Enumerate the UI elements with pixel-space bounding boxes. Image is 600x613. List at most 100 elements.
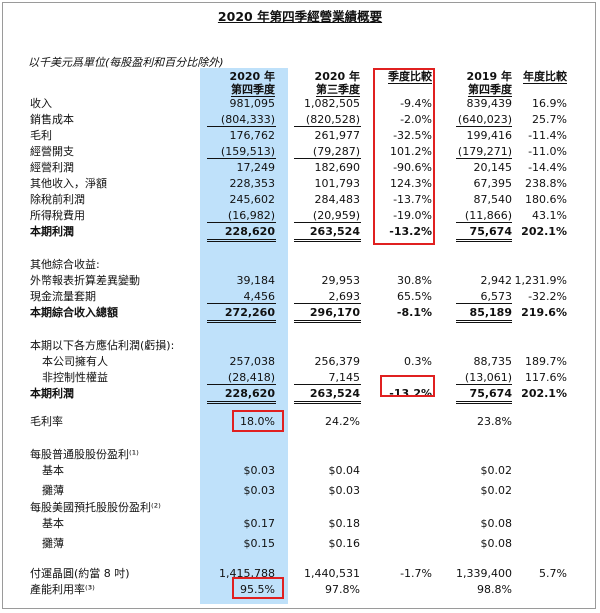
row-value-c2: $0.03 bbox=[328, 484, 361, 497]
table-row: 攤薄 $0.15 $0.16 $0.08 bbox=[0, 536, 600, 551]
row-value-c4: 20,145 bbox=[473, 161, 513, 174]
row-value-c4: 1,339,400 bbox=[456, 567, 512, 580]
qoq-comparison-highlight-box bbox=[373, 68, 435, 245]
row-value-c2: 256,379 bbox=[314, 355, 361, 368]
row-value-c4: 98.8% bbox=[477, 583, 512, 596]
row-label: 經營開支 bbox=[30, 145, 74, 158]
header-2019-q4-line2: 第四季度 bbox=[468, 83, 512, 97]
row-value-c2: (79,287) bbox=[312, 145, 360, 158]
row-value-c2: $0.16 bbox=[328, 537, 361, 550]
row-value-c4: 88,735 bbox=[473, 355, 513, 368]
underline-rule bbox=[294, 222, 361, 223]
row-value-c3: -32.5% bbox=[393, 129, 432, 142]
row-label: 攤薄 bbox=[42, 537, 64, 550]
row-value-c4: 23.8% bbox=[477, 415, 512, 428]
row-value-c1: (16,982) bbox=[227, 209, 275, 222]
underline-rule bbox=[294, 303, 361, 304]
table-row: 收入 981,095 1,082,505 -9.4% 839,439 16.9% bbox=[0, 96, 600, 111]
row-label: 產能利用率⁽³⁾ bbox=[30, 583, 95, 596]
header-2020-q3-line2: 第三季度 bbox=[316, 83, 360, 97]
table-row: 非控制性權益 (28,418) 7,145 (13,061) 117.6% bbox=[0, 370, 600, 385]
header-2020-q3-line1: 2020 年 bbox=[314, 70, 360, 83]
table-row: 本期利潤 228,620 263,524 -13.2% 75,674 202.1% bbox=[0, 386, 600, 401]
row-value-c2: 296,170 bbox=[309, 306, 360, 319]
gross-margin-highlight-box bbox=[232, 410, 284, 432]
row-value-c4: 87,540 bbox=[473, 193, 513, 206]
row-label: 收入 bbox=[30, 97, 52, 110]
underline-rule bbox=[294, 403, 361, 404]
row-value-c3: -2.0% bbox=[400, 113, 432, 126]
underline-rule bbox=[207, 384, 276, 385]
row-value-c2: 101,793 bbox=[314, 177, 361, 190]
row-value-c2: 1,082,505 bbox=[304, 97, 360, 110]
header-2020-q4: 2020 年 第四季度 bbox=[230, 70, 275, 97]
table-row: 毛利 176,762 261,977 -32.5% 199,416 -11.4% bbox=[0, 128, 600, 143]
row-value-c5: 180.6% bbox=[525, 193, 567, 206]
row-label: 每股美國預托股股份盈利⁽²⁾ bbox=[30, 501, 161, 514]
row-value-c4: (11,866) bbox=[464, 209, 512, 222]
row-label: 攤薄 bbox=[42, 484, 64, 497]
underline-rule bbox=[456, 384, 512, 385]
underline-rule bbox=[294, 401, 361, 402]
header-2020-q4-line2: 第四季度 bbox=[231, 83, 275, 97]
underline-rule bbox=[294, 384, 361, 385]
header-2020-q3: 2020 年 第三季度 bbox=[315, 70, 360, 97]
row-value-c3: 0.3% bbox=[404, 355, 432, 368]
underline-rule bbox=[207, 403, 276, 404]
row-value-c4: 839,439 bbox=[466, 97, 513, 110]
row-label: 非控制性權益 bbox=[42, 371, 108, 384]
row-value-c1: $0.03 bbox=[243, 464, 276, 477]
underline-rule bbox=[207, 322, 276, 323]
row-label: 所得稅費用 bbox=[30, 209, 85, 222]
row-value-c2: (20,959) bbox=[312, 209, 360, 222]
table-row: 本期以下各方應佔利潤(虧損): bbox=[0, 338, 600, 353]
row-value-c5: 189.7% bbox=[525, 355, 567, 368]
row-value-c1: 245,602 bbox=[229, 193, 276, 206]
row-label: 銷售成本 bbox=[30, 113, 74, 126]
table-row: 毛利率 18.0% 24.2% 23.8% bbox=[0, 414, 600, 429]
header-2019-q4-line1: 2019 年 bbox=[466, 70, 512, 83]
row-value-c1: 4,456 bbox=[243, 290, 276, 303]
table-row: 外幣報表折算差異變動 39,184 29,953 30.8% 2,942 1,231.9% bbox=[0, 273, 600, 288]
table-row: 其他綜合收益: bbox=[0, 257, 600, 272]
underline-rule bbox=[207, 241, 276, 242]
header-2020-q4-line1: 2020 年 bbox=[229, 70, 275, 83]
row-label: 除稅前利潤 bbox=[30, 193, 85, 206]
unit-note: 以千美元爲單位(每股盈利和百分比除外) bbox=[28, 56, 224, 69]
underline-rule bbox=[456, 403, 512, 404]
row-value-c3: -1.7% bbox=[400, 567, 432, 580]
table-row: 付運晶圓(約當 8 吋) 1,415,788 1,440,531 -1.7% 1,339… bbox=[0, 566, 600, 581]
table-row: 其他收入，淨額 228,353 101,793 124.3% 67,395 238.8% bbox=[0, 176, 600, 191]
row-label: 現金流量套期 bbox=[30, 290, 96, 303]
row-value-c2: $0.04 bbox=[328, 464, 361, 477]
row-label: 經營利潤 bbox=[30, 161, 74, 174]
table-row: 本期利潤 228,620 263,524 -13.2% 75,674 202.1% bbox=[0, 224, 600, 239]
row-value-c5: 43.1% bbox=[532, 209, 567, 222]
row-value-c5: -14.4% bbox=[528, 161, 567, 174]
row-value-c4: 199,416 bbox=[466, 129, 513, 142]
header-2019-q4: 2019 年 第四季度 bbox=[467, 70, 512, 97]
underline-rule bbox=[294, 158, 361, 159]
underline-rule bbox=[456, 222, 512, 223]
underline-rule bbox=[294, 239, 361, 240]
row-value-c1: $0.15 bbox=[243, 537, 276, 550]
row-label: 毛利率 bbox=[30, 415, 63, 428]
utilization-highlight-box bbox=[232, 577, 284, 599]
header-yoy: 年度比較 bbox=[523, 70, 567, 84]
underline-rule bbox=[207, 222, 276, 223]
row-value-c3: -19.0% bbox=[393, 209, 432, 222]
row-value-c4: $0.08 bbox=[480, 517, 513, 530]
row-value-c2: (820,528) bbox=[305, 113, 360, 126]
underline-rule bbox=[207, 320, 276, 321]
table-row: 本公司擁有人 257,038 256,379 0.3% 88,735 189.7% bbox=[0, 354, 600, 369]
table-row: 攤薄 $0.03 $0.03 $0.02 bbox=[0, 483, 600, 498]
current-quarter-highlight bbox=[200, 68, 288, 604]
row-value-c4: $0.02 bbox=[480, 484, 513, 497]
row-value-c3: -8.1% bbox=[396, 306, 432, 319]
row-value-c1: 228,620 bbox=[224, 387, 275, 400]
qoq-profit-highlight-box bbox=[380, 375, 435, 397]
row-value-c1: 1,415,788 bbox=[219, 567, 275, 580]
row-value-c3: 124.3% bbox=[390, 177, 432, 190]
row-value-c1: (159,513) bbox=[220, 145, 275, 158]
row-label: 本期以下各方應佔利潤(虧損): bbox=[30, 339, 175, 352]
